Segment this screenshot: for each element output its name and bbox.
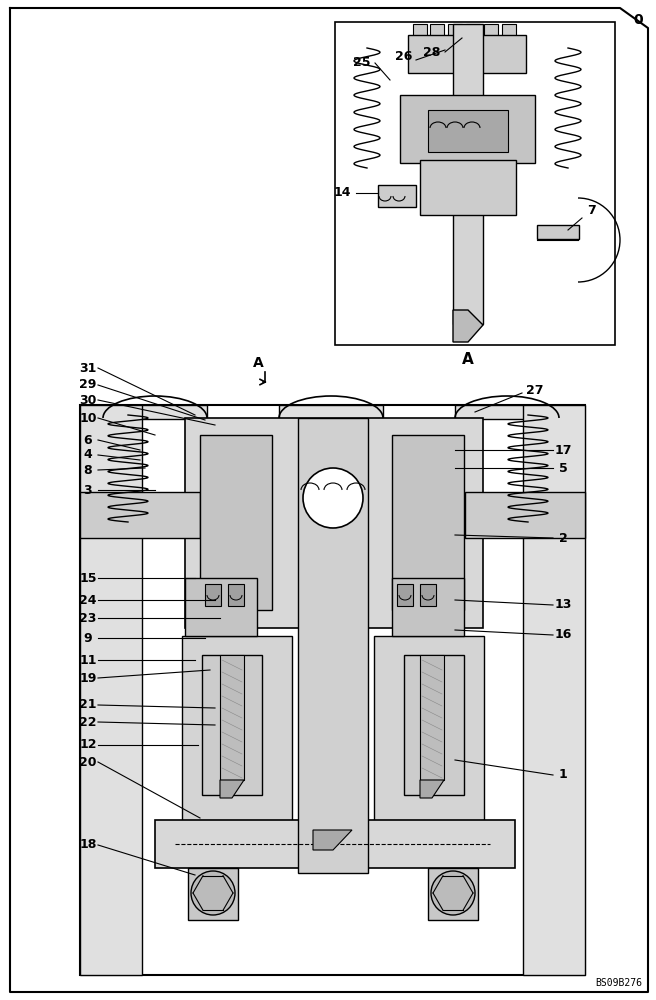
Bar: [200, 435, 272, 610]
Bar: [400, 95, 535, 163]
Bar: [80, 405, 142, 975]
Bar: [448, 24, 462, 39]
Text: 11: 11: [79, 654, 96, 666]
Polygon shape: [220, 780, 244, 798]
Text: 3: 3: [84, 484, 92, 496]
Text: 29: 29: [79, 378, 96, 391]
Bar: [335, 22, 615, 345]
Text: 2: 2: [559, 532, 567, 544]
Text: 20: 20: [79, 756, 96, 768]
Bar: [484, 24, 498, 39]
Bar: [378, 185, 416, 207]
Bar: [397, 584, 413, 606]
Text: 6: 6: [84, 434, 92, 446]
Circle shape: [303, 468, 363, 528]
Text: BS09B276: BS09B276: [595, 978, 642, 988]
Text: 26: 26: [396, 50, 413, 64]
Text: 27: 27: [526, 383, 544, 396]
Bar: [413, 24, 427, 39]
Circle shape: [431, 871, 475, 915]
Bar: [430, 24, 444, 39]
Bar: [408, 35, 526, 73]
Text: A: A: [462, 352, 474, 367]
Text: A: A: [253, 356, 263, 370]
Text: 18: 18: [79, 838, 96, 852]
Text: 22: 22: [79, 716, 96, 728]
Bar: [202, 655, 262, 795]
Bar: [537, 225, 579, 239]
Bar: [374, 636, 484, 821]
Bar: [420, 584, 436, 606]
Text: 17: 17: [554, 444, 572, 456]
Text: 8: 8: [84, 464, 92, 477]
Text: 31: 31: [79, 361, 96, 374]
Text: 4: 4: [83, 448, 92, 462]
Text: 15: 15: [79, 572, 96, 584]
Bar: [523, 405, 585, 975]
Bar: [80, 405, 585, 975]
Bar: [188, 868, 238, 920]
Bar: [392, 578, 464, 636]
Bar: [420, 160, 516, 215]
Bar: [453, 24, 483, 324]
Bar: [428, 868, 478, 920]
Text: 25: 25: [353, 56, 371, 70]
Bar: [392, 435, 464, 610]
Bar: [428, 110, 508, 152]
Bar: [420, 655, 444, 780]
Bar: [182, 636, 292, 821]
Polygon shape: [420, 780, 444, 798]
Text: 23: 23: [79, 611, 96, 624]
Text: 10: 10: [79, 412, 96, 424]
Text: 13: 13: [554, 598, 571, 611]
Bar: [298, 418, 368, 873]
Text: 30: 30: [79, 393, 96, 406]
Bar: [404, 655, 464, 795]
Bar: [455, 405, 559, 419]
Text: 28: 28: [423, 45, 441, 58]
Bar: [465, 492, 585, 538]
Bar: [502, 24, 516, 39]
Text: 24: 24: [79, 593, 96, 606]
Bar: [228, 584, 244, 606]
Text: 1: 1: [559, 768, 567, 782]
Bar: [103, 405, 207, 419]
Text: 21: 21: [79, 698, 96, 712]
Bar: [279, 405, 383, 419]
Bar: [185, 578, 257, 636]
Text: 19: 19: [79, 672, 96, 684]
Text: 0: 0: [633, 13, 643, 27]
Bar: [205, 584, 221, 606]
Text: 9: 9: [84, 632, 92, 645]
Bar: [80, 492, 200, 538]
Bar: [155, 820, 515, 868]
Bar: [466, 24, 480, 39]
Bar: [185, 418, 483, 628]
Text: 7: 7: [588, 204, 596, 217]
Circle shape: [191, 871, 235, 915]
Polygon shape: [453, 310, 483, 342]
Text: 12: 12: [79, 738, 96, 752]
Text: 5: 5: [559, 462, 567, 475]
Bar: [220, 655, 244, 780]
Polygon shape: [313, 830, 352, 850]
Text: 16: 16: [554, 629, 571, 642]
Text: 14: 14: [333, 186, 351, 200]
